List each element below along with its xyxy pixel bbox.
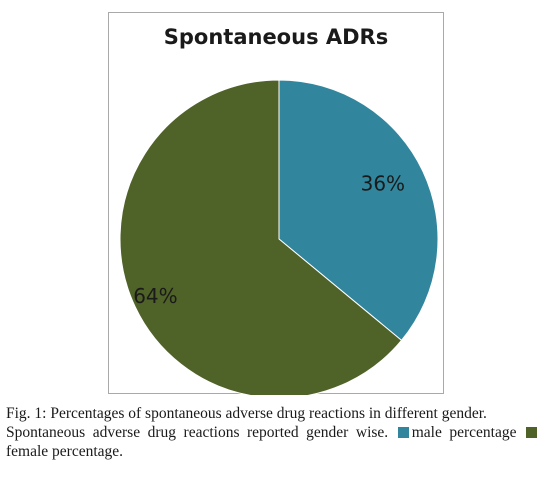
legend-swatch-female bbox=[526, 427, 537, 438]
legend-label-male: male percentage bbox=[411, 424, 517, 441]
pie-chart: 36% 64% bbox=[119, 79, 439, 395]
chart-title: Spontaneous ADRs bbox=[163, 25, 389, 49]
pie-slice-male bbox=[278, 79, 439, 342]
legend-label-female: female percentage. bbox=[6, 443, 124, 460]
caption-text: Spontaneous adverse drug reactions repor… bbox=[6, 424, 389, 441]
chart-frame: Spontaneous ADRs 36% 64% bbox=[108, 12, 444, 395]
data-label-male: 36% bbox=[361, 171, 405, 195]
data-label-female: 64% bbox=[133, 284, 177, 308]
caption-line-1: Fig. 1: Percentages of spontaneous adver… bbox=[6, 405, 487, 422]
legend-swatch-male bbox=[397, 427, 409, 438]
caption-line-2: Spontaneous adverse drug reactions repor… bbox=[6, 423, 540, 461]
pie-slice-female bbox=[119, 79, 403, 395]
figure-caption: Fig. 1: Percentages of spontaneous adver… bbox=[6, 404, 540, 461]
